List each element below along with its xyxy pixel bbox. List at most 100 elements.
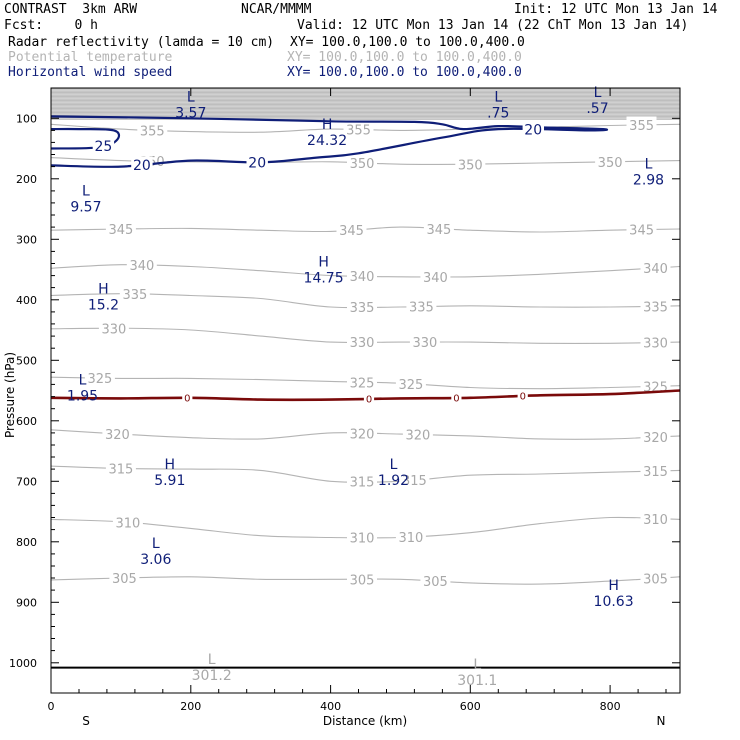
theta-contour-label: 355 bbox=[629, 119, 654, 134]
y-axis-title: Pressure (hPa) bbox=[3, 352, 17, 438]
theta-contour-label-bg bbox=[347, 529, 377, 546]
extremum-value: 14.75 bbox=[304, 271, 344, 287]
init-time: Init: 12 UTC Mon 13 Jan 14 bbox=[514, 2, 718, 17]
theta-contour-label-bg bbox=[102, 425, 133, 443]
theta-contour-label-bg bbox=[640, 428, 671, 446]
organization-label: NCAR/MMMM bbox=[241, 2, 312, 17]
theta-contour-label: 305 bbox=[350, 573, 375, 588]
x-axis-title: Distance (km) bbox=[323, 714, 407, 728]
theta-contour-label: 335 bbox=[122, 288, 147, 303]
extremum-value: .75 bbox=[487, 105, 509, 121]
y-tick-label: 1000 bbox=[9, 657, 37, 670]
y-tick-label: 900 bbox=[16, 596, 37, 609]
theta-contour-label: 340 bbox=[129, 259, 154, 274]
theta-contour-label: 330 bbox=[643, 337, 668, 352]
extremum-letter: L bbox=[390, 457, 398, 473]
theta-contour-label: 315 bbox=[402, 474, 427, 489]
theta-contour-label: 340 bbox=[643, 262, 668, 277]
reflectivity-contour-label: 0 bbox=[366, 395, 372, 406]
extremum-letter: L bbox=[494, 89, 502, 105]
extremum-letter: H bbox=[165, 457, 176, 473]
y-tick-label: 700 bbox=[16, 475, 37, 488]
x-tick-label: 600 bbox=[460, 700, 481, 713]
extremum-value: 1.95 bbox=[67, 388, 98, 404]
extrema-labels: L3.57L.75L.57H24.32L2.98L9.57H14.75H15.2… bbox=[67, 85, 664, 689]
theta-contour-label-bg bbox=[640, 569, 671, 587]
theta-contour-label-bg bbox=[347, 267, 377, 285]
plot-frame bbox=[50, 87, 681, 694]
y-tick-label: 200 bbox=[16, 173, 37, 186]
field-legend-reflectivity: Radar reflectivity (lamda = 10 cm) bbox=[8, 35, 275, 50]
theta-contour-label: 350 bbox=[598, 156, 623, 171]
reflectivity-contour-label-bg bbox=[451, 391, 462, 404]
theta-contour-label-bg bbox=[406, 298, 437, 315]
x-tick-label: 0 bbox=[48, 700, 55, 713]
extremum-letter: L bbox=[152, 536, 160, 552]
theta-contour-label-bg bbox=[420, 572, 451, 590]
extremum-value: 9.57 bbox=[70, 200, 101, 216]
reflectivity-contour-label: 0 bbox=[184, 393, 190, 404]
theta-contour-label-bg bbox=[105, 460, 136, 477]
field-legend-theta: Potential temperature bbox=[8, 50, 173, 65]
windspeed-contour-label-bg bbox=[92, 137, 115, 155]
x-tick-label: 200 bbox=[180, 700, 201, 713]
y-tick-label: 800 bbox=[16, 536, 37, 549]
theta-contour-label: 320 bbox=[405, 429, 430, 444]
theta-contour-label: 310 bbox=[643, 513, 668, 528]
theta-contour-label: 310 bbox=[115, 517, 140, 532]
field-legend-theta-xy: XY= 100.0,100.0 to 100.0,400.0 bbox=[287, 50, 522, 65]
windspeed-contour-label: 20 bbox=[133, 158, 151, 174]
theta-contour-label-bg bbox=[640, 462, 671, 480]
x-axis-right-end: N bbox=[657, 714, 666, 728]
plot-title: CONTRAST 3km ARW bbox=[4, 2, 138, 17]
theta-contour-label: 345 bbox=[339, 224, 364, 239]
theta-contour-label-bg bbox=[137, 121, 168, 139]
theta-contour-label: 315 bbox=[108, 463, 133, 478]
potential-temperature-contours: 3553553553503503503503453453453453403403… bbox=[50, 116, 681, 590]
reflectivity-contour-label-bg bbox=[182, 391, 193, 404]
theta-contour-label-bg bbox=[640, 510, 671, 528]
field-legend-windspeed-xy: XY= 100.0,100.0 to 100.0,400.0 bbox=[287, 65, 522, 80]
wind-speed-contours: 25 20 20 20 bbox=[50, 115, 608, 174]
reflectivity-contour-label: 0 bbox=[520, 392, 526, 403]
reflectivity-contour-label-bg bbox=[363, 392, 375, 405]
forecast-hour: Fcst: 0 h bbox=[4, 18, 98, 33]
theta-contour-label-bg bbox=[395, 528, 426, 546]
theta-contour-label-bg bbox=[336, 221, 367, 239]
theta-contour-label: 320 bbox=[643, 431, 668, 446]
extremum-value: 5.91 bbox=[154, 473, 185, 489]
theta-contour-label-bg bbox=[347, 472, 377, 490]
theta-contour-label: 315 bbox=[643, 465, 668, 480]
extremum-value: .57 bbox=[586, 101, 608, 117]
x-axis-left-end: S bbox=[82, 714, 90, 728]
theta-contour-label: 330 bbox=[350, 336, 375, 351]
theta-contour-label-bg bbox=[84, 369, 115, 387]
theta-contour-label-bg bbox=[105, 220, 136, 238]
theta-contour-label-bg bbox=[626, 221, 657, 238]
windspeed-contour-label: 25 bbox=[94, 139, 112, 155]
theta-contour-label-bg bbox=[595, 153, 626, 171]
theta-contour-label: 345 bbox=[629, 224, 654, 239]
theta-contour-label-bg bbox=[347, 373, 377, 391]
windspeed-contour-label: 20 bbox=[524, 123, 542, 139]
theta-contour-label-bg bbox=[112, 514, 143, 531]
theta-contour-label: 305 bbox=[643, 572, 668, 587]
theta-contour-label-bg bbox=[126, 256, 157, 274]
field-legend-reflectivity-xy: XY= 100.0,100.0 to 100.0,400.0 bbox=[290, 35, 525, 50]
extremum-letter: H bbox=[98, 282, 109, 298]
extremum-value: 301.1 bbox=[457, 673, 497, 689]
theta-contour-label: 305 bbox=[112, 572, 137, 587]
theta-contour-label-bg bbox=[395, 375, 426, 393]
y-tick-label: 300 bbox=[16, 233, 37, 246]
extremum-value: 10.63 bbox=[594, 594, 634, 610]
theta-contour-label: 330 bbox=[412, 336, 437, 351]
y-tick-label: 500 bbox=[16, 354, 37, 367]
y-tick-label: 100 bbox=[16, 112, 37, 125]
windspeed-contour-label-bg bbox=[131, 156, 153, 174]
theta-contour-label: 325 bbox=[87, 372, 112, 387]
reflectivity-contour-label: 0 bbox=[453, 394, 459, 405]
theta-contour-label: 350 bbox=[350, 157, 375, 172]
extremum-letter: L bbox=[79, 372, 87, 388]
theta-contour-label-bg bbox=[640, 297, 671, 315]
